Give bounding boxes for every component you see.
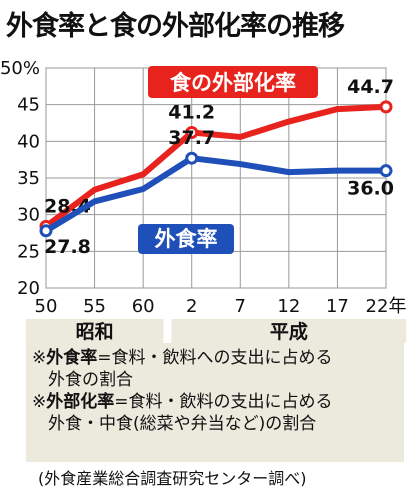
notes-box: ※外食率=食料・飲料への支出に占める 外食の割合 ※外部化率=食料・飲料の支出に…: [26, 343, 404, 462]
note-1-continuation: 外食の割合: [48, 370, 133, 390]
data-label: 37.7: [168, 127, 215, 149]
x-tick-label: 22年: [366, 296, 407, 317]
series-line: [43, 103, 389, 230]
source-note: (外食産業総合調査研究センター調べ): [38, 469, 307, 488]
era-band: [25, 319, 164, 343]
data-label: 44.7: [347, 76, 394, 98]
data-point: [39, 224, 53, 238]
x-tick-label: 2: [186, 296, 197, 317]
era-label: 平成: [270, 320, 308, 343]
series-name-box: [138, 224, 234, 254]
y-tick-label: 50%: [0, 58, 40, 79]
note-2-mark: ※: [32, 392, 47, 412]
note-2-continuation: 外食・中食(総菜や弁当など)の割合: [48, 414, 317, 434]
series-name-label: 外食率: [155, 227, 218, 251]
data-label: 36.0: [347, 178, 394, 200]
data-label: 41.2: [168, 102, 215, 124]
note-2: ※外部化率=食料・飲料の支出に占める: [32, 391, 398, 413]
note-1: ※外食率=食料・飲料への支出に占める: [32, 347, 398, 369]
data-point: [379, 100, 393, 114]
y-tick-label: 45: [17, 95, 40, 116]
data-point: [185, 126, 199, 140]
note-1-mark: ※: [32, 348, 47, 368]
y-tick-label: 30: [17, 205, 40, 226]
y-tick-label: 25: [17, 241, 40, 262]
x-tick-label: 55: [83, 296, 106, 317]
era-label: 昭和: [76, 320, 114, 343]
note-2-text: =食料・飲料の支出に占める: [114, 392, 333, 412]
y-tick-label: 35: [17, 168, 40, 189]
series-line: [43, 155, 389, 234]
chart-title: 外食率と食の外部化率の推移: [6, 11, 345, 42]
series-name-box: [148, 66, 318, 98]
data-label: 27.8: [44, 236, 91, 258]
y-tick-label: 40: [17, 131, 40, 152]
x-tick-label: 12: [277, 296, 300, 317]
note-2-term: 外部化率: [46, 392, 115, 412]
era-band: [171, 319, 407, 343]
note-1-text: =食料・飲料への支出に占める: [97, 348, 333, 368]
x-tick-label: 60: [132, 296, 155, 317]
x-tick-label: 7: [235, 296, 246, 317]
y-tick-label: 20: [17, 278, 40, 299]
data-point: [379, 164, 393, 178]
note-1-term: 外食率: [46, 348, 98, 368]
data-point: [185, 151, 199, 165]
x-tick-label: 17: [326, 296, 349, 317]
series-name-label: 食の外部化率: [170, 71, 296, 95]
x-tick-label: 50: [35, 296, 58, 317]
